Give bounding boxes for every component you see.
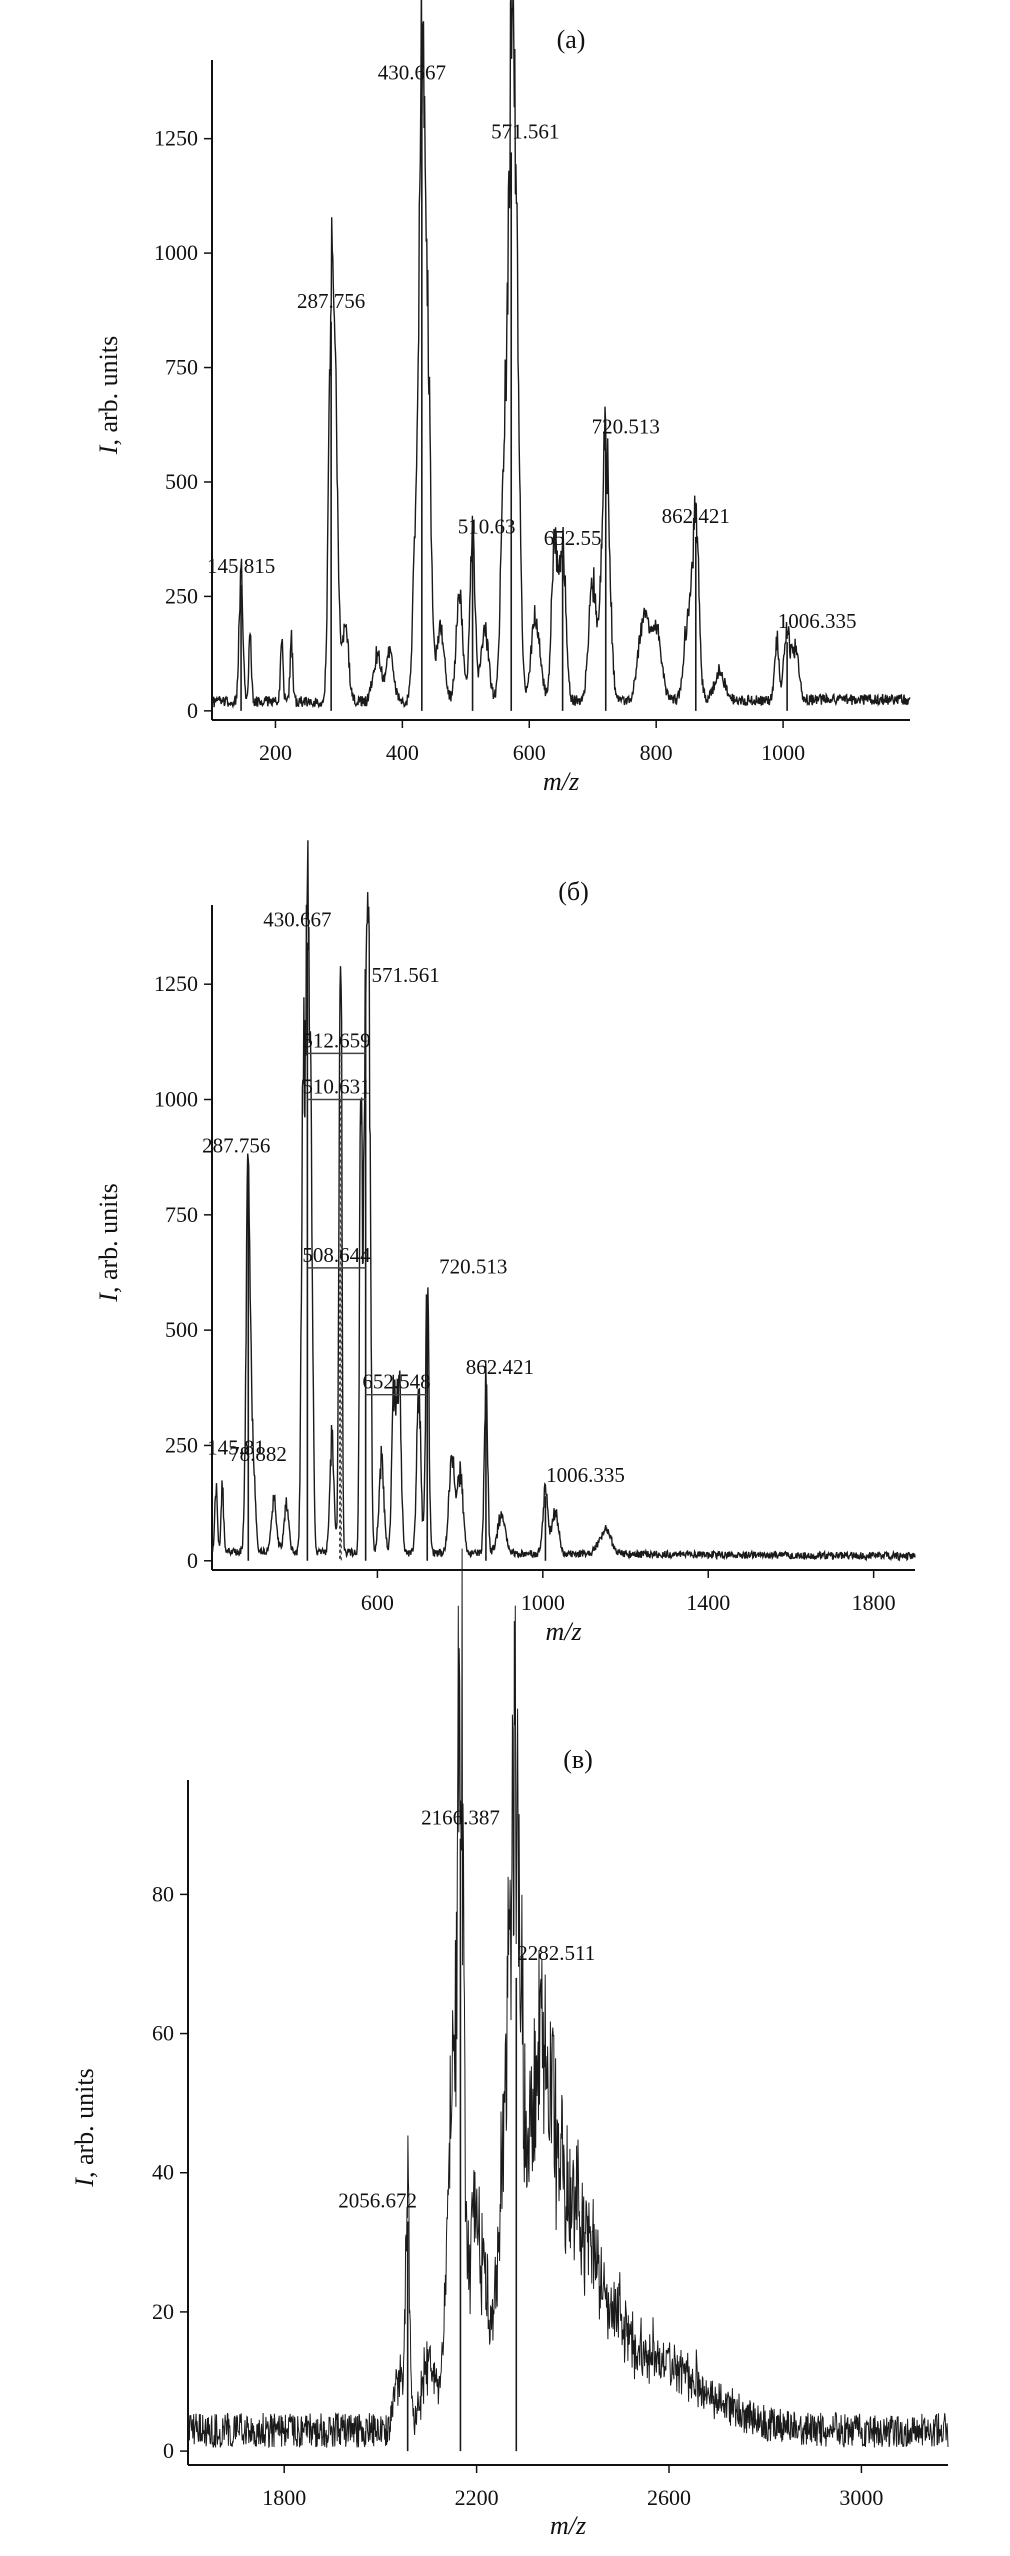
bracket-label: 510.631 <box>302 1075 370 1099</box>
peak-label: 145.81 <box>207 1436 265 1460</box>
x-tick-label: 1800 <box>852 1590 896 1615</box>
y-tick-label: 1250 <box>154 971 198 996</box>
x-tick-label: 600 <box>513 740 546 765</box>
y-tick-label: 750 <box>165 1202 198 1227</box>
y-tick-label: 20 <box>152 2299 174 2324</box>
x-tick-label: 1400 <box>686 1590 730 1615</box>
y-tick-label: 500 <box>165 469 198 494</box>
y-tick-label: 80 <box>152 1881 174 1906</box>
y-tick-label: 60 <box>152 2021 174 2046</box>
peak-label: 2056.672 <box>338 2188 417 2212</box>
y-tick-label: 40 <box>152 2160 174 2185</box>
y-tick-label: 0 <box>187 698 198 723</box>
x-tick-label: 400 <box>386 740 419 765</box>
x-axis-label: m/z <box>543 767 579 796</box>
bracket-label: 652.548 <box>362 1370 430 1394</box>
panel-label: (а) <box>557 25 586 54</box>
panel-label: (б) <box>558 877 589 906</box>
peak-label: 720.513 <box>592 415 660 439</box>
x-axis-label: m/z <box>550 2511 586 2540</box>
panel-a: (а) 0 250 500 750 1000 1250 200 400 600 800 1000 m/z… <box>94 0 911 796</box>
x-tick-label: 600 <box>361 1590 394 1615</box>
peak-label: 430.667 <box>263 908 331 932</box>
x-tick-label: 3000 <box>839 2485 883 2510</box>
peak-label: 862.421 <box>662 504 730 528</box>
y-tick-label: 750 <box>165 355 198 380</box>
peak-label: 1006.335 <box>546 1463 625 1487</box>
peak-label: 287.756 <box>202 1134 270 1158</box>
y-axis-label: I, arb. units <box>94 1183 123 1302</box>
x-tick-label: 1000 <box>521 1590 565 1615</box>
peak-label: 430.667 <box>378 60 446 84</box>
bracket-label: 512.659 <box>302 1028 370 1052</box>
y-tick-label: 1000 <box>154 240 198 265</box>
peak-label: 862.421 <box>466 1355 534 1379</box>
y-tick-label: 0 <box>163 2438 174 2463</box>
peak-label: 652.55 <box>544 526 602 550</box>
x-tick-label: 800 <box>640 740 673 765</box>
x-tick-label: 1800 <box>262 2485 306 2510</box>
peak-label: 510.63 <box>458 514 516 538</box>
panel-b: (б) 0 250 500 750 1000 1250 600 1000 1400 1800 m/z I… <box>94 840 916 1646</box>
peak-label: 78.882 <box>229 1442 287 1466</box>
spectrum-trace <box>187 1548 949 2448</box>
peak-label: 2166.387 <box>421 1806 500 1830</box>
peak-label: 145.815 <box>207 554 275 578</box>
y-tick-label: 0 <box>187 1548 198 1573</box>
x-tick-label: 200 <box>259 740 292 765</box>
x-tick-label: 2200 <box>455 2485 499 2510</box>
panel-c: (в) 0 20 40 60 80 1800 2200 2600 3000 m/z I, arb. u… <box>70 1548 949 2540</box>
y-tick-label: 1250 <box>154 126 198 151</box>
peak-label: 2282.511 <box>517 1941 595 1965</box>
x-tick-label: 1000 <box>761 740 805 765</box>
peak-label: 720.513 <box>439 1255 507 1279</box>
bracket-label: 508.644 <box>302 1243 371 1267</box>
y-tick-label: 500 <box>165 1317 198 1342</box>
y-axis-label: I, arb. units <box>94 336 123 455</box>
peak-label: 287.756 <box>297 289 365 313</box>
peak-label: 1006.335 <box>778 609 857 633</box>
spectrum-trace <box>211 840 916 1562</box>
y-tick-label: 1000 <box>154 1087 198 1112</box>
y-tick-label: 250 <box>165 1432 198 1457</box>
spectrum-trace <box>211 0 911 709</box>
peak-label: 571.561 <box>491 119 559 143</box>
x-axis-label: m/z <box>545 1617 581 1646</box>
x-tick-label: 2600 <box>647 2485 691 2510</box>
y-tick-label: 250 <box>165 583 198 608</box>
peak-label: 571.561 <box>372 963 440 987</box>
y-axis-label: I, arb. units <box>70 2068 99 2187</box>
panel-label: (в) <box>563 1745 593 1774</box>
